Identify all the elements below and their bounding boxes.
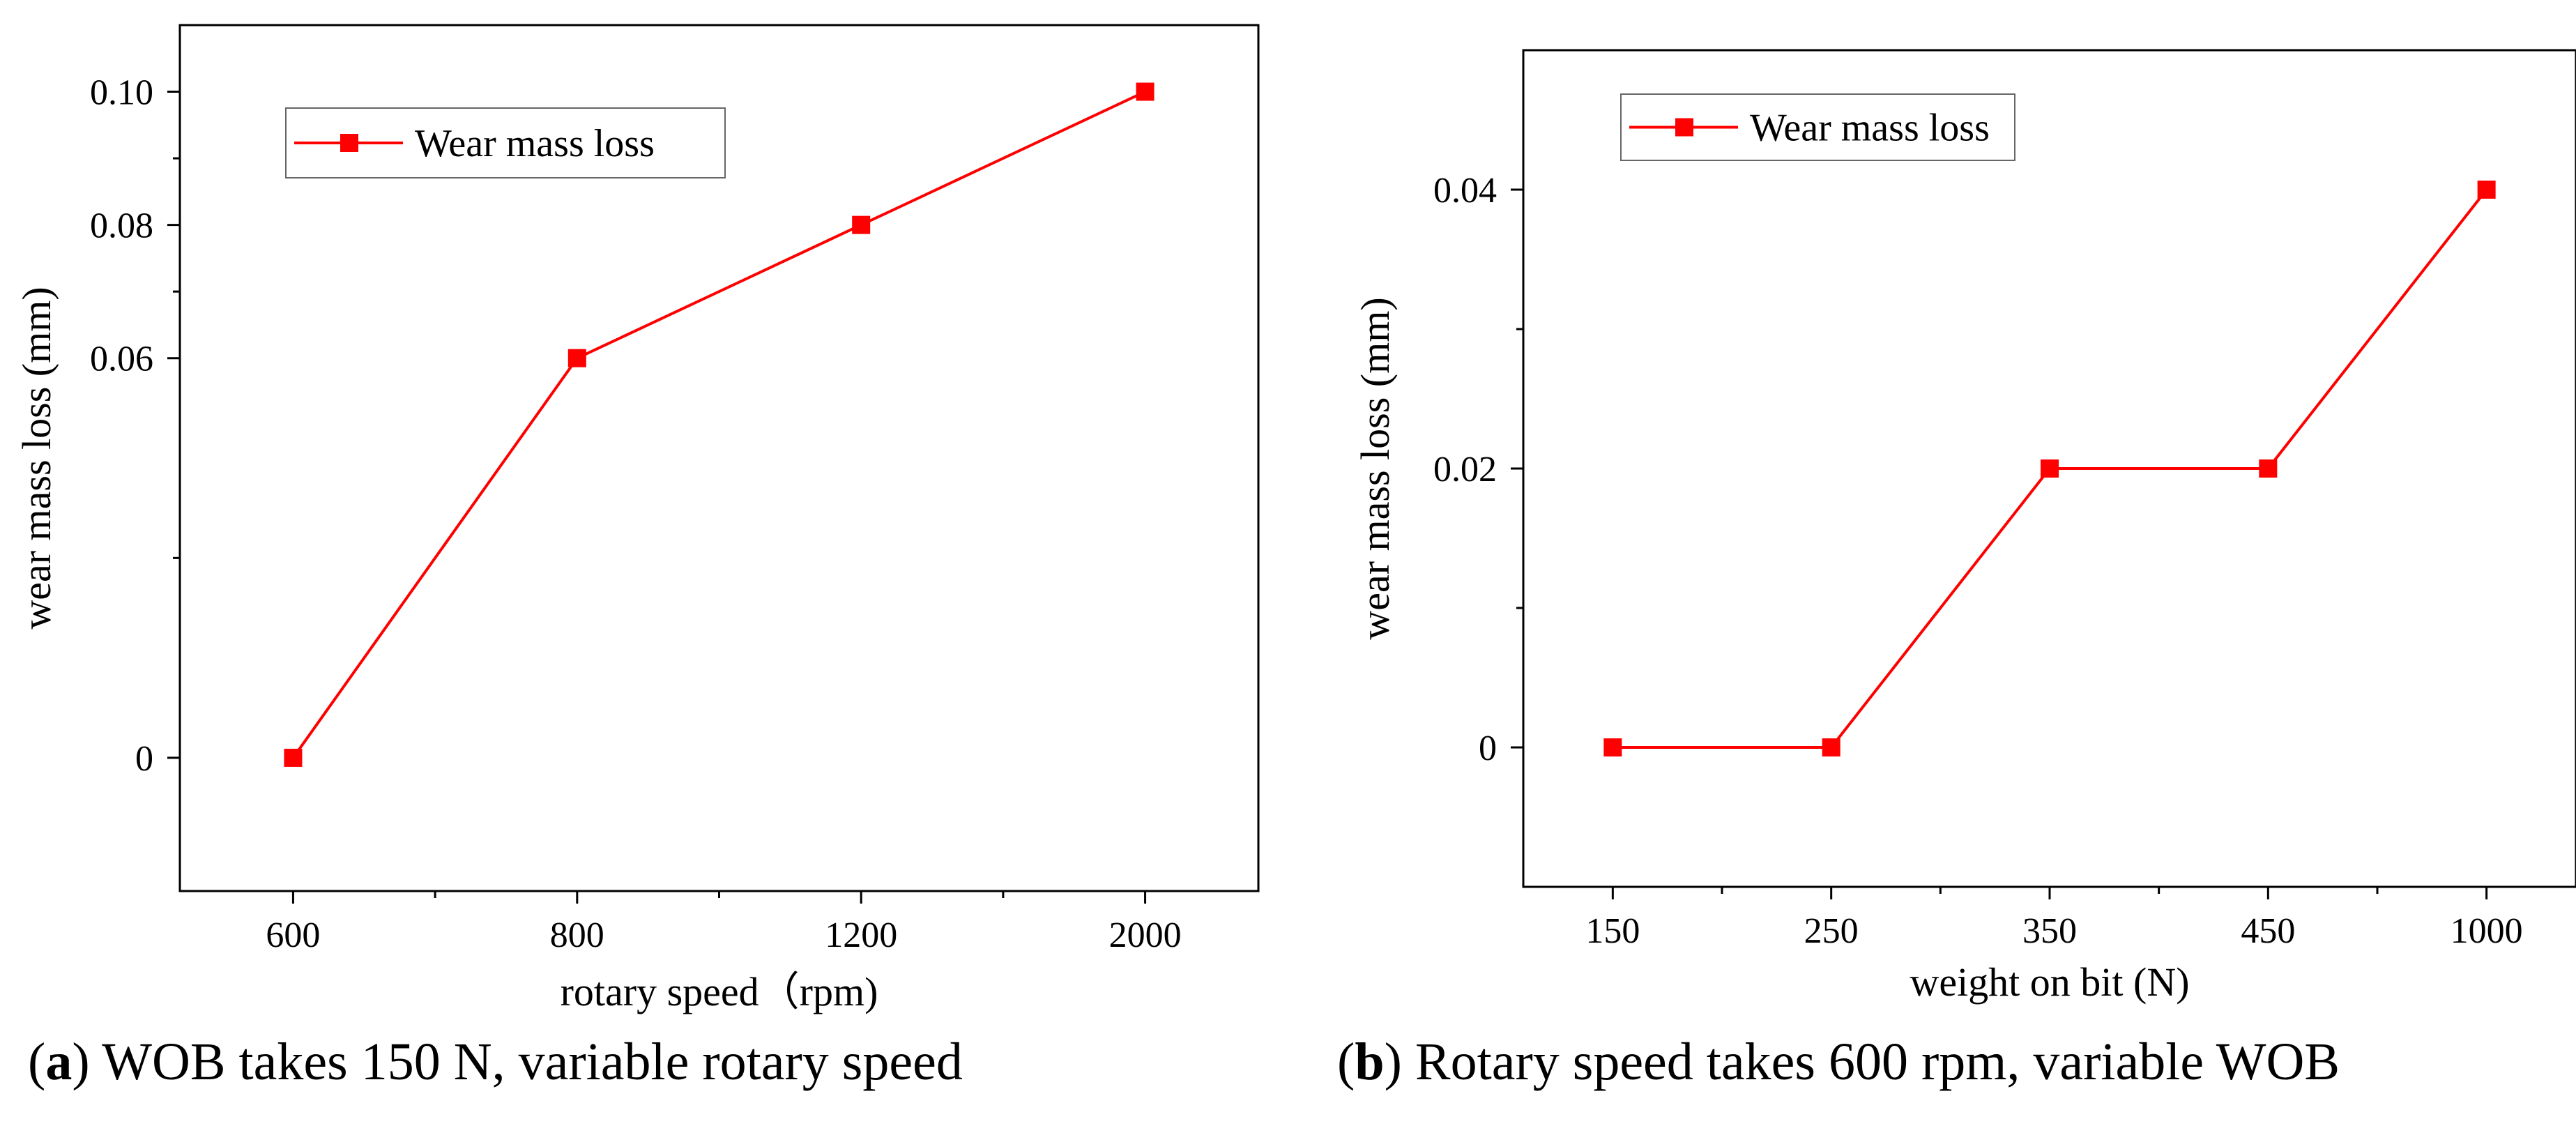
- chart-a-legend-label: Wear mass loss: [415, 122, 655, 165]
- chart-a-data-point: [567, 349, 586, 367]
- chart-a-x-tick-label: 1200: [825, 915, 897, 955]
- chart-b-data-point: [1822, 738, 1840, 756]
- chart-b-x-axis-label: weight on bit (N): [1910, 959, 2189, 1005]
- chart-a-series-line: [291, 90, 1146, 759]
- chart-b-x-tick-label: 250: [1804, 911, 1859, 951]
- chart-b-data-point: [2259, 459, 2278, 478]
- chart-b-data-point: [1603, 738, 1622, 756]
- caption-b-letter: b: [1355, 1033, 1385, 1091]
- chart-a-svg: 600 800 1200 2000 0 0.06 0.08 0.10 rotary speed（…: [14, 24, 1260, 1014]
- chart-panel-a: 600 800 1200 2000 0 0.06 0.08 0.10 rotary speed（…: [0, 0, 1276, 1126]
- chart-b-x-tick-label: 350: [2022, 911, 2077, 951]
- chart-a-y-tick-label: 0.08: [90, 206, 153, 246]
- chart-a-x-tick-label: 800: [550, 915, 604, 955]
- chart-a-x-tick-label: 600: [266, 915, 320, 955]
- chart-b-x-tick-label: 1000: [2451, 911, 2523, 951]
- chart-b-legend-marker: [1675, 118, 1693, 137]
- caption-a: (a) WOB takes 150 N, variable rotary spe…: [28, 1033, 963, 1091]
- chart-a-y-axis-label: wear mass loss (mm): [14, 287, 59, 629]
- chart-a-y-tick-label: 0.06: [90, 340, 153, 379]
- chart-a-data-point: [852, 215, 871, 234]
- caption-b-text: ) Rotary speed takes 600 rpm, variable W…: [1384, 1033, 2340, 1091]
- chart-b-x-tick-label: 450: [2241, 911, 2295, 951]
- chart-a-data-point: [284, 748, 303, 767]
- chart-a-x-axis-label: rotary speed（rpm): [561, 969, 878, 1014]
- chart-a-legend-marker: [340, 134, 358, 152]
- chart-b-data-point: [2477, 181, 2496, 199]
- chart-b-svg: 150 250 350 450 1000 0 0.02 0.04 weight on bit (…: [1352, 49, 2576, 1005]
- chart-b-x-tick-label: 150: [1585, 911, 1640, 951]
- chart-b-y-tick-label: 0: [1479, 729, 1497, 768]
- chart-b-y-axis-label: wear mass loss (mm): [1352, 297, 1398, 639]
- caption-b: (b) Rotary speed takes 600 rpm, variable…: [1337, 1033, 2340, 1091]
- chart-b-y-tick-label: 0.04: [1433, 171, 1497, 211]
- chart-a-data-point: [1136, 82, 1154, 101]
- chart-a-x-tick-label: 2000: [1109, 915, 1182, 955]
- chart-panel-b: 150 250 350 450 1000 0 0.02 0.04 weight on bit (…: [1325, 0, 2576, 1126]
- chart-b-y-tick-label: 0.02: [1433, 450, 1497, 489]
- chart-b-data-point: [2041, 459, 2059, 478]
- caption-a-letter: a: [45, 1033, 73, 1091]
- caption-a-text: ) WOB takes 150 N, variable rotary speed: [72, 1033, 963, 1091]
- chart-a-y-tick-label: 0: [135, 739, 153, 779]
- chart-b-legend-label: Wear mass loss: [1750, 107, 1990, 150]
- chart-a-y-tick-label: 0.10: [90, 73, 153, 113]
